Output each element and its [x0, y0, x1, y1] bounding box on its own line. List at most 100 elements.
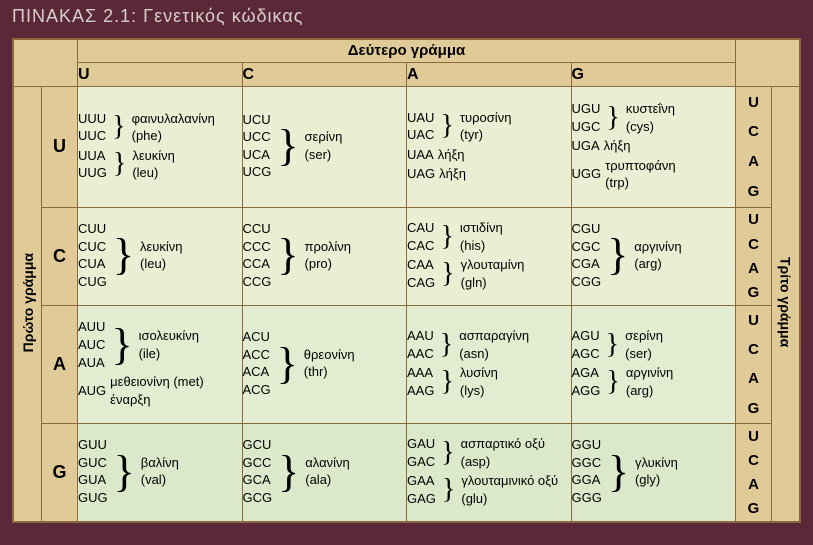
codon: GAG [407, 490, 436, 508]
brace-icon: } [440, 375, 453, 389]
row-a-label: A [42, 305, 78, 423]
brace-icon: } [113, 246, 134, 264]
codon: AGG [572, 382, 601, 400]
cell-G-C: GCUGCCGCAGCG}αλανίνη(ala) [242, 423, 407, 521]
codon: GAU [407, 435, 435, 453]
codon: UAU [407, 109, 434, 127]
codon: ACC [243, 346, 271, 364]
brace-icon: } [277, 246, 298, 264]
amino-acid: τρυπτοφάνη(trp) [605, 157, 675, 192]
brace-icon: } [608, 463, 629, 481]
codon: UAC [407, 126, 434, 144]
brace-icon: } [440, 119, 453, 133]
amino-acid: λήξη [439, 165, 466, 183]
third-letter: G [736, 499, 771, 518]
third-letter: A [736, 152, 771, 171]
third-letter: U [736, 93, 771, 112]
codon: GAC [407, 453, 435, 471]
codon: GCU [243, 436, 273, 454]
cell-A-U: AUUAUCAUA}ισολευκίνη(ile)AUGμεθειονίνη (… [78, 305, 243, 423]
amino-acid: λευκίνη(leu) [132, 147, 175, 182]
codon: CCA [243, 255, 272, 273]
codon: CAG [407, 274, 435, 292]
codon: CAA [407, 256, 435, 274]
row-u-label: U [42, 87, 78, 208]
codon: AUG [78, 382, 106, 400]
brace-icon: } [440, 230, 453, 244]
cell-G-G: GGUGGCGGAGGG}γλυκίνη(gly) [571, 423, 736, 521]
page: ΠΙΝΑΚΑΣ 2.1: Γενετικός κώδικας Δεύτερο γ… [0, 0, 813, 545]
codon: CUA [78, 255, 107, 273]
cell-C-G: CGUCGCCGACGG}αργινίνη(arg) [571, 207, 736, 305]
amino-acid: προλίνη(pro) [305, 238, 351, 273]
codon: ACA [243, 363, 271, 381]
codon: CGC [572, 238, 602, 256]
table-frame: Δεύτερο γράμμα U C A G Πρώτο γράμμα U UU… [12, 38, 801, 523]
right-header: Τρίτο γράμμα [772, 87, 800, 522]
codon: GCA [243, 471, 273, 489]
codon: UCA [243, 146, 272, 164]
ucag-C: UCAG [736, 207, 772, 305]
amino-acid: σερίνη(ser) [305, 128, 343, 163]
col-g: G [571, 62, 736, 86]
ucag-G: UCAG [736, 423, 772, 521]
third-letter: C [736, 340, 771, 359]
codon: CCG [243, 273, 272, 291]
codon: GCC [243, 454, 273, 472]
left-header: Πρώτο γράμμα [14, 87, 42, 522]
codon: CGU [572, 220, 602, 238]
brace-icon: } [442, 483, 455, 497]
amino-acid: γλυκίνη(gly) [635, 454, 678, 489]
codon: GUC [78, 454, 108, 472]
codon: CAU [407, 219, 434, 237]
row-g-label: G [42, 423, 78, 521]
cell-U-A: UAUUAC}τυροσίνη(tyr)UAAλήξηUAGλήξη [407, 87, 572, 208]
codon: UUG [78, 164, 107, 182]
codon: AUU [78, 318, 105, 336]
third-letter: A [736, 369, 771, 388]
amino-acid: λήξη [438, 146, 465, 164]
cell-A-A: AAUAAC}ασπαραγίνη(asn)AAAAAG}λυσίνη(lys) [407, 305, 572, 423]
cell-C-U: CUUCUCCUACUG}λευκίνη(leu) [78, 207, 243, 305]
codon: GAA [407, 472, 436, 490]
third-letter: C [736, 451, 771, 470]
codon: UCU [243, 111, 272, 129]
cell-C-A: CAUCAC}ιστιδίνη(his)CAACAG}γλουταμίνη(gl… [407, 207, 572, 305]
third-letter: U [736, 427, 771, 446]
codon: GGC [572, 454, 602, 472]
amino-acid: γλουταμινικό οξύ(glu) [461, 472, 558, 507]
cell-G-A: GAUGAC}ασπαρτικό οξύ(asp)GAAGAG}γλουταμι… [407, 423, 572, 521]
brace-icon: } [278, 463, 299, 481]
cell-G-U: GUUGUCGUAGUG}βαλίνη(val) [78, 423, 243, 521]
third-letter: G [736, 182, 771, 201]
codon: CCC [243, 238, 272, 256]
brace-icon: } [441, 267, 454, 281]
brace-icon: } [277, 137, 298, 155]
amino-acid: αργινίνη(arg) [634, 238, 681, 273]
col-c: C [242, 62, 407, 86]
codon: ACG [243, 381, 271, 399]
codon: GGG [572, 489, 602, 507]
codon: ACU [243, 328, 271, 346]
codon: CUG [78, 273, 107, 291]
third-letter: A [736, 475, 771, 494]
codon: CUC [78, 238, 107, 256]
cell-A-C: ACUACCACAACG}θρεονίνη(thr) [242, 305, 407, 423]
amino-acid: κυστεΐνη(cys) [626, 100, 675, 135]
codon: GUA [78, 471, 108, 489]
brace-icon: } [113, 157, 126, 171]
col-a: A [407, 62, 572, 86]
amino-acid: ιστιδίνη(his) [460, 219, 503, 254]
top-header: Δεύτερο γράμμα [78, 40, 736, 63]
amino-acid: μεθειονίνη (met) έναρξη [110, 373, 241, 408]
brace-icon: } [440, 338, 453, 352]
amino-acid: βαλίνη(val) [141, 454, 179, 489]
brace-icon: } [112, 120, 125, 134]
codon: UCG [243, 163, 272, 181]
amino-acid: λευκίνη(leu) [140, 238, 183, 273]
codon: AUA [78, 354, 105, 372]
codon: UGA [572, 137, 600, 155]
amino-acid: ασπαρτικό οξύ(asp) [461, 435, 545, 470]
cell-U-U: UUUUUC}φαινυλαλανίνη(phe)UUAUUG}λευκίνη(… [78, 87, 243, 208]
codon: AAC [407, 345, 434, 363]
